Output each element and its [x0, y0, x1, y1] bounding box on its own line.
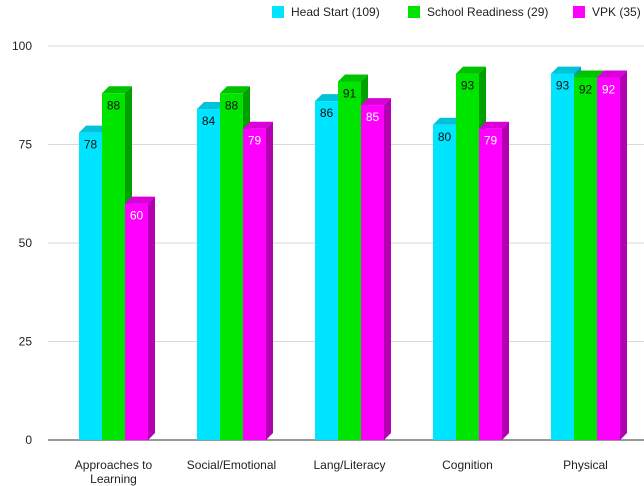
data-label: 84 — [202, 114, 216, 128]
data-label: 78 — [84, 138, 98, 152]
data-label: 79 — [484, 134, 498, 148]
y-tick-label: 0 — [25, 433, 32, 447]
data-label: 88 — [225, 98, 239, 112]
bar-top — [102, 86, 132, 94]
bar-front — [79, 132, 102, 440]
data-label: 86 — [320, 106, 334, 120]
bar-top — [79, 125, 109, 133]
bar-front — [597, 77, 620, 441]
y-tick-label: 50 — [19, 236, 33, 250]
bar-top — [125, 196, 155, 204]
bar-top — [243, 121, 273, 129]
data-label: 93 — [461, 79, 475, 93]
bar — [125, 196, 155, 440]
bar-front — [433, 124, 456, 441]
bar-front — [551, 73, 574, 440]
bar — [597, 70, 627, 441]
bar-front — [574, 77, 597, 441]
y-tick-label: 100 — [12, 39, 32, 53]
y-tick-label: 75 — [19, 138, 33, 152]
bar-side — [384, 98, 391, 440]
data-label: 79 — [248, 134, 262, 148]
bars — [79, 66, 627, 441]
y-tick-label: 25 — [19, 335, 33, 349]
bar-front — [243, 128, 266, 441]
category-label: Physical — [563, 458, 608, 472]
bar-top — [220, 86, 250, 94]
bar-side — [620, 70, 627, 441]
data-label: 60 — [130, 209, 144, 223]
data-label: 88 — [107, 98, 121, 112]
bar-front — [220, 93, 243, 440]
bar — [243, 121, 273, 441]
category-label: Learning — [90, 472, 137, 486]
legend-label: VPK (35) — [592, 5, 641, 19]
bar-front — [456, 73, 479, 440]
data-label: 85 — [366, 110, 380, 124]
bar — [479, 121, 509, 441]
category-label: Cognition — [442, 458, 493, 472]
bar-front — [338, 81, 361, 441]
legend-label: Head Start (109) — [291, 5, 380, 19]
bar-front — [479, 128, 502, 441]
data-label: 91 — [343, 86, 357, 100]
bar-top — [361, 98, 391, 106]
category-label: Lang/Literacy — [313, 458, 385, 472]
bar-top — [574, 70, 604, 78]
bar-front — [125, 203, 148, 440]
data-label: 92 — [579, 83, 593, 97]
legend-label: School Readiness (29) — [427, 5, 548, 19]
category-label: Approaches to — [75, 458, 153, 472]
data-label: 92 — [602, 83, 616, 97]
legend-swatch — [573, 6, 585, 18]
bar-top — [315, 94, 345, 102]
bar-top — [338, 74, 368, 82]
legend: Head Start (109) School Readiness (29) VPK… — [272, 5, 641, 19]
bar-top — [479, 121, 509, 129]
legend-swatch — [272, 6, 284, 18]
bar-top — [456, 66, 486, 74]
data-label: 80 — [438, 130, 452, 144]
bar-top — [197, 102, 227, 110]
bar-side — [266, 121, 273, 441]
bar-top — [551, 66, 581, 74]
bar-front — [102, 93, 125, 440]
bar — [361, 98, 391, 440]
category-label: Social/Emotional — [187, 458, 276, 472]
data-labels: 78 84 86 80 93 88 88 91 93 92 60 79 85 79 92 — [84, 79, 616, 223]
bar-top — [433, 117, 463, 125]
y-axis: 0 25 50 75 100 — [12, 39, 32, 447]
bar-side — [148, 196, 155, 440]
data-label: 93 — [556, 79, 570, 93]
bar-front — [361, 105, 384, 440]
bar-front — [315, 101, 338, 440]
bar-side — [502, 121, 509, 441]
bar-top — [597, 70, 627, 78]
legend-swatch — [408, 6, 420, 18]
bar-front — [197, 109, 220, 440]
